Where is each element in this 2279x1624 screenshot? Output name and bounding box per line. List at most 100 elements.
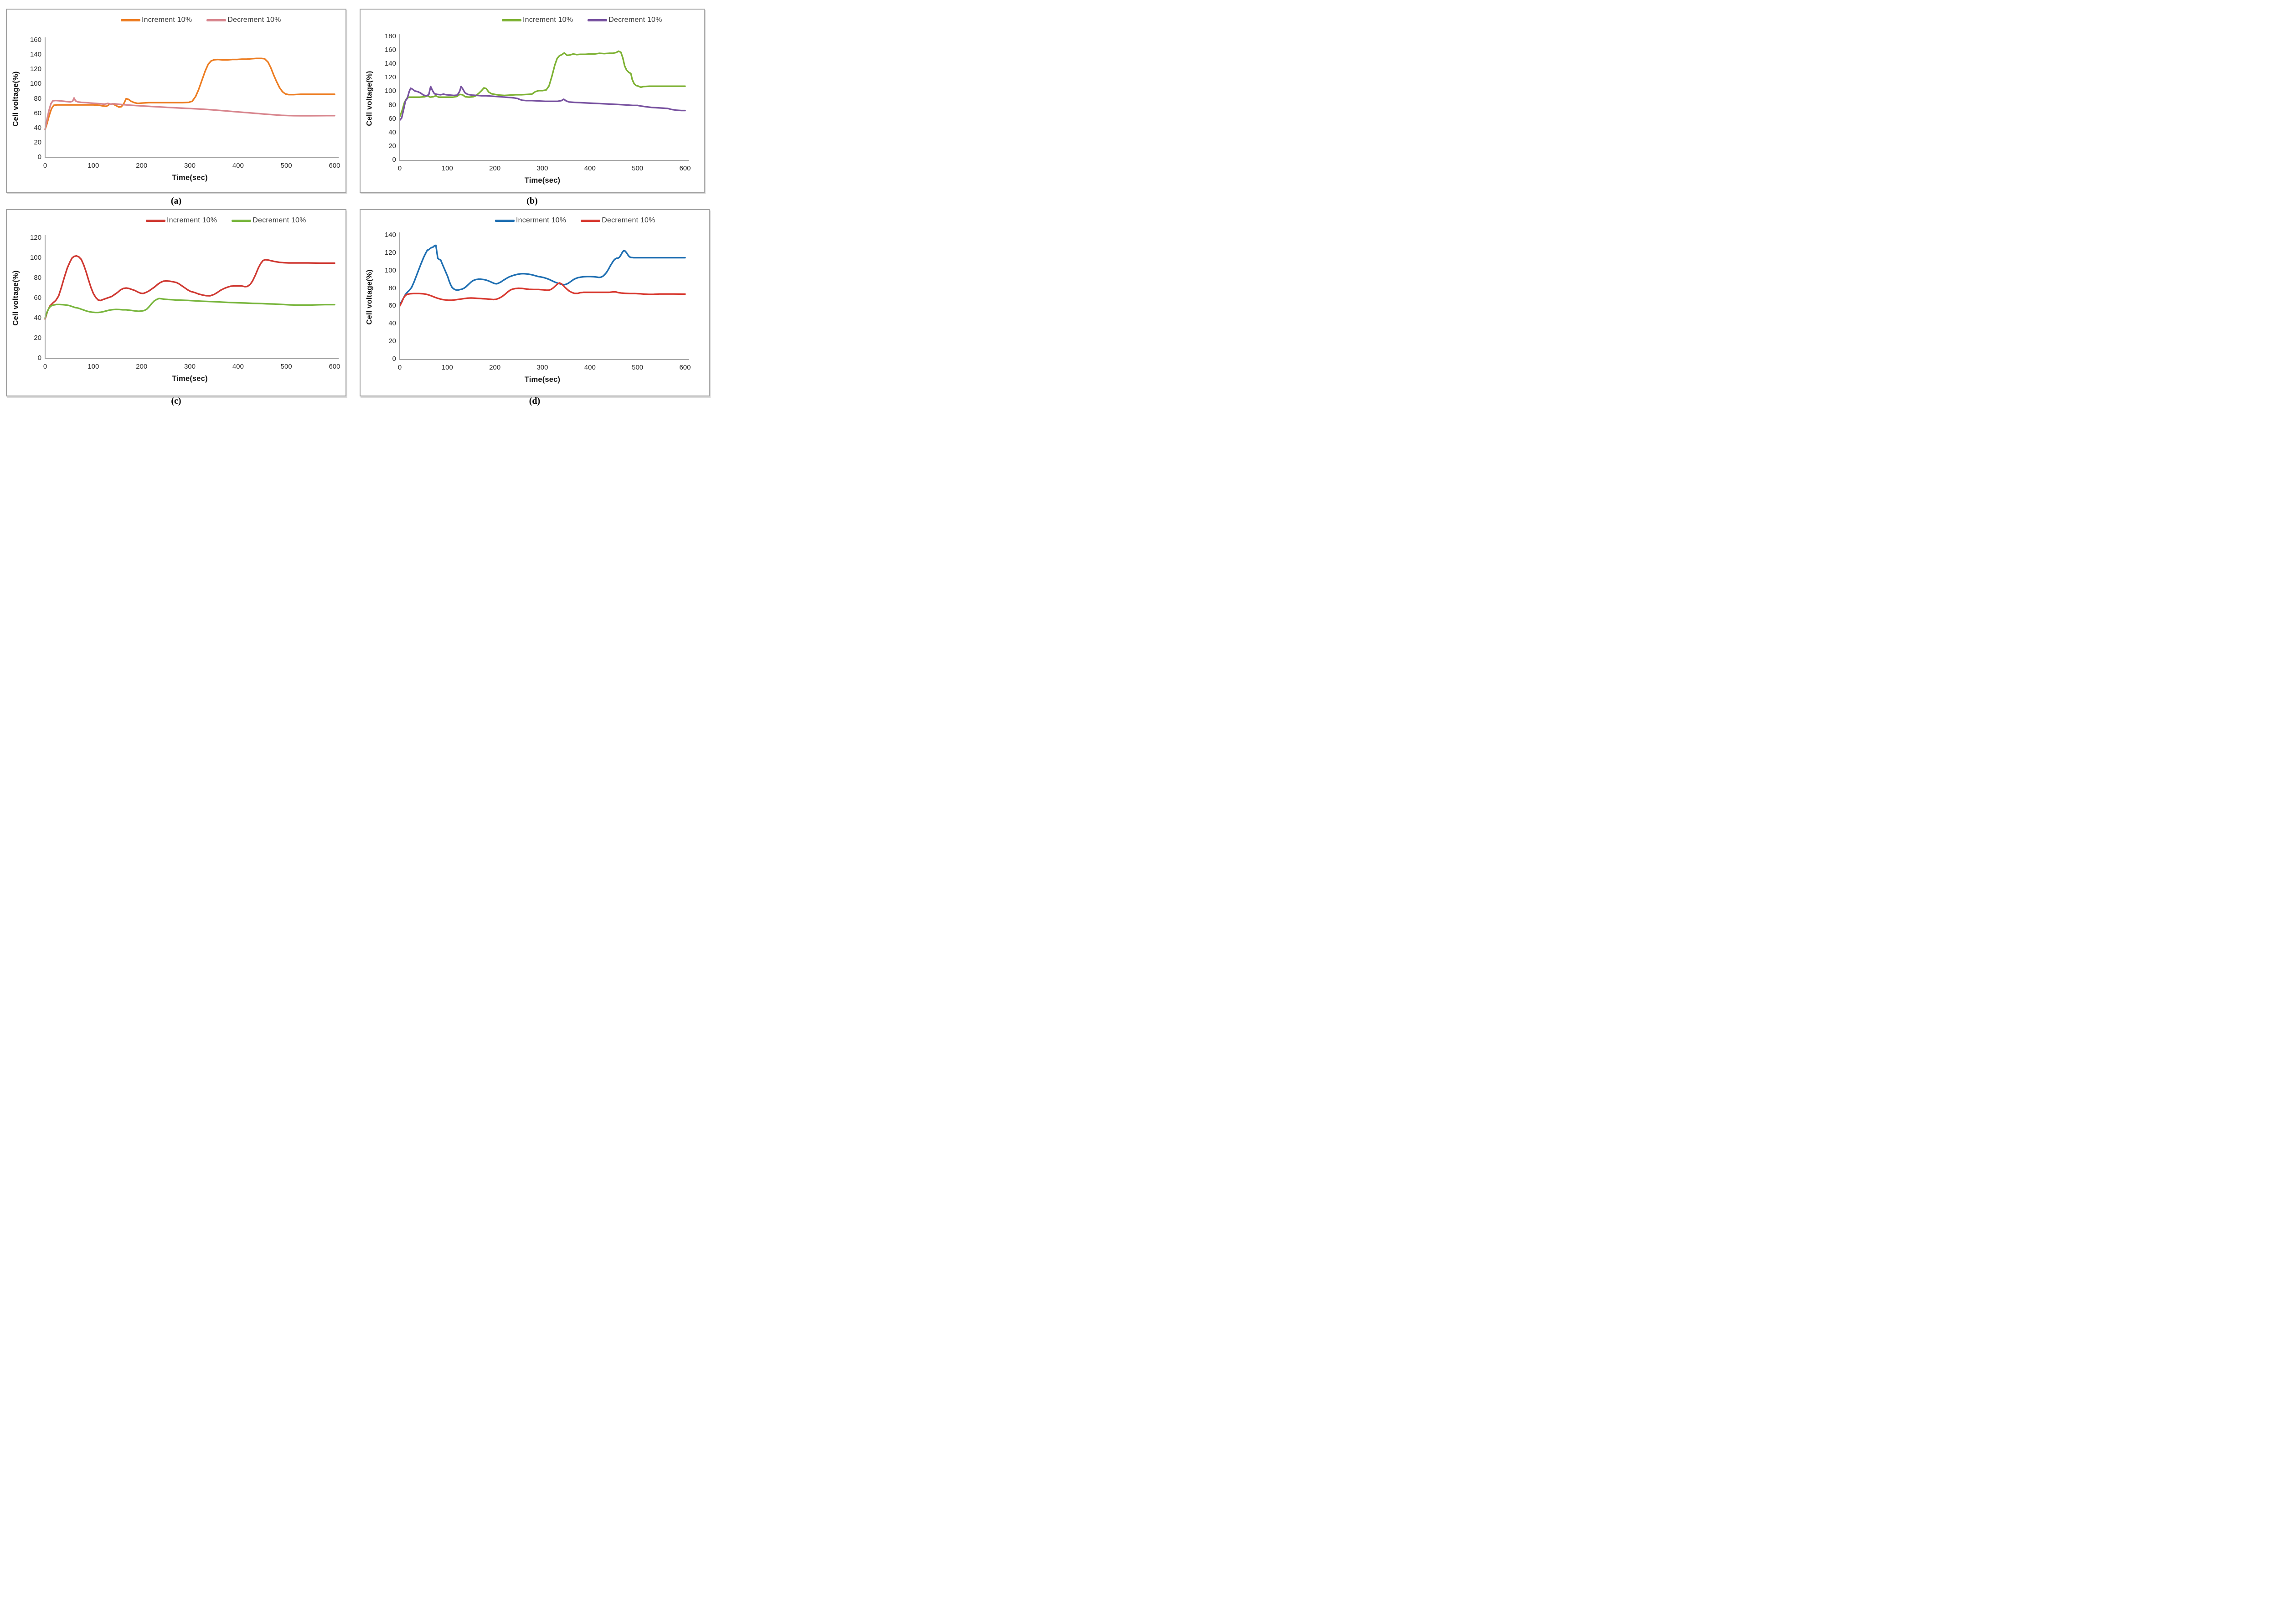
x-axis-title: Time(sec) [524, 375, 561, 384]
y-tick-label: 100 [384, 87, 396, 95]
chart-panel-d: Incerment 10% Decrement 10% Cell voltage… [360, 209, 710, 396]
x-tick-label: 500 [280, 363, 292, 370]
x-tick-label: 100 [441, 164, 453, 172]
legend-label-increment: Increment 10% [167, 216, 217, 224]
y-tick-label: 40 [34, 123, 41, 132]
y-tick-label: 20 [34, 334, 41, 342]
x-tick-label: 300 [536, 164, 548, 172]
y-tick-label: 120 [384, 73, 396, 82]
legend-label-decrement: Decrement 10% [608, 16, 662, 24]
series-line-decrement [400, 283, 685, 306]
x-axis-ticks: 0 100 200 300 400 500 600 [390, 164, 695, 172]
x-axis-ticks: 0 100 200 300 400 500 600 [390, 364, 695, 371]
x-axis-ticks: 0 100 200 300 400 500 600 [35, 162, 345, 170]
x-tick-label: 400 [584, 164, 596, 172]
legend-label-increment: Increment 10% [523, 16, 573, 24]
x-tick-label: 100 [88, 363, 99, 370]
y-tick-label: 80 [34, 274, 41, 282]
y-tick-label: 20 [34, 138, 41, 146]
x-tick-label: 500 [632, 164, 644, 172]
x-tick-label: 0 [397, 164, 402, 172]
x-tick-label: 0 [397, 364, 402, 371]
panel-caption-a: (a) [170, 196, 182, 206]
y-tick-label: 180 [384, 32, 396, 40]
legend-swatch-decrement [232, 219, 252, 222]
legend-item-increment: Increment 10% [502, 16, 573, 24]
plot-area [400, 235, 685, 359]
x-tick-label: 400 [232, 162, 244, 170]
y-tick-label: 100 [30, 80, 41, 88]
legend-swatch-increment [146, 219, 165, 222]
legend-item-decrement: Decrement 10% [581, 216, 655, 225]
x-tick-label: 300 [536, 364, 548, 371]
legend-swatch-decrement [206, 19, 227, 21]
y-tick-label: 20 [388, 337, 396, 345]
series-line-decrement [45, 298, 335, 318]
legend: Increment 10% Decrement 10% [502, 16, 662, 24]
x-tick-label: 300 [184, 363, 196, 370]
series-line-decrement [400, 87, 685, 120]
y-tick-label: 120 [30, 65, 41, 73]
x-tick-label: 200 [489, 164, 501, 172]
x-tick-label: 0 [43, 363, 47, 370]
y-tick-label: 60 [388, 302, 396, 310]
x-tick-label: 500 [280, 162, 292, 170]
y-axis-ticks: 160 140 120 100 80 60 40 20 0 [7, 36, 41, 161]
legend-label-decrement: Decrement 10% [253, 216, 306, 224]
y-tick-label: 60 [34, 109, 41, 117]
y-tick-label: 100 [30, 254, 41, 262]
y-tick-label: 140 [384, 231, 396, 239]
x-axis-line [399, 359, 689, 360]
x-axis-line [45, 358, 339, 359]
y-axis-line [45, 235, 46, 358]
x-tick-label: 0 [43, 162, 47, 170]
legend-swatch-decrement [588, 19, 608, 21]
panel-caption-b: (b) [526, 196, 538, 206]
legend: Increment 10% Decrement 10% [121, 16, 281, 24]
x-tick-label: 100 [441, 364, 453, 371]
y-tick-label: 140 [30, 51, 41, 59]
legend-item-decrement: Decrement 10% [206, 16, 281, 24]
legend-swatch-increment [121, 19, 140, 21]
chart-panel-c: Increment 10% Decrement 10% Cell voltage… [6, 209, 346, 396]
series-line-increment [45, 58, 335, 129]
y-tick-label: 0 [392, 155, 396, 164]
y-tick-label: 40 [388, 319, 396, 328]
y-axis-ticks: 180 160 140 120 100 80 60 40 20 0 [361, 32, 396, 164]
y-axis-line [45, 37, 46, 157]
y-tick-label: 40 [388, 128, 396, 136]
y-tick-label: 160 [384, 46, 396, 54]
plot-area [45, 40, 335, 157]
chart-panel-a: Increment 10% Decrement 10% Cell voltage… [6, 9, 346, 193]
figure-page: Increment 10% Decrement 10% Cell voltage… [0, 0, 711, 406]
x-axis-title: Time(sec) [524, 176, 561, 185]
y-tick-label: 80 [34, 94, 41, 103]
legend-item-increment: Incerment 10% [495, 216, 566, 225]
legend-swatch-increment [502, 19, 521, 21]
x-axis-line [45, 157, 339, 158]
legend-label-increment: Incerment 10% [516, 216, 567, 224]
y-tick-label: 120 [384, 248, 396, 257]
plot-area [45, 238, 335, 358]
y-tick-label: 60 [34, 294, 41, 302]
x-tick-label: 200 [489, 364, 501, 371]
x-tick-label: 300 [184, 162, 196, 170]
y-axis-ticks: 120 100 80 60 40 20 0 [7, 234, 41, 362]
y-tick-label: 100 [384, 266, 396, 274]
y-tick-label: 80 [388, 101, 396, 109]
x-tick-label: 600 [679, 164, 691, 172]
x-axis-ticks: 0 100 200 300 400 500 600 [35, 363, 345, 370]
x-tick-label: 200 [136, 162, 148, 170]
legend-label-increment: Increment 10% [142, 16, 192, 24]
panel-caption-c: (c) [171, 396, 181, 406]
x-tick-label: 200 [136, 363, 148, 370]
y-axis-line [399, 232, 400, 359]
x-tick-label: 600 [679, 364, 691, 371]
series-line-increment [400, 245, 685, 304]
series-line-decrement [45, 98, 335, 129]
y-tick-label: 80 [388, 284, 396, 292]
y-tick-label: 20 [388, 142, 396, 150]
legend: Increment 10% Decrement 10% [146, 216, 306, 225]
legend-item-increment: Increment 10% [121, 16, 192, 24]
x-tick-label: 600 [329, 363, 340, 370]
